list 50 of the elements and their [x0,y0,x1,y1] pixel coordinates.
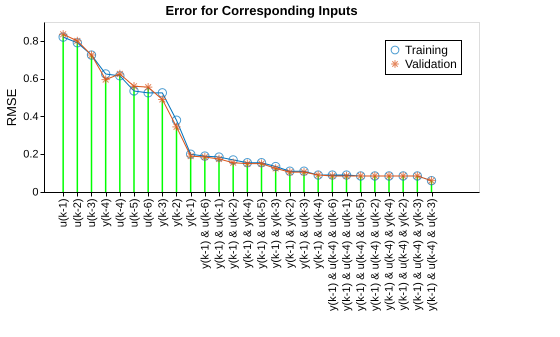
point [228,158,238,168]
x-tick-label: y(k-2) [171,198,183,227]
y-tick-label: 0.4 [23,110,38,123]
x-tick-label: y(k-1) & u(k-4) & u(k-2) [369,198,382,311]
point [172,116,182,125]
point [129,86,139,96]
point [129,82,139,91]
point [158,88,168,98]
x-tick-label: u(k-2) [72,198,84,228]
x-tick-label: y(k-1) [185,198,198,227]
x-tick-label: y(k-1) & u(k-4) & u(k-6) [326,198,339,311]
legend-label: Validation [405,57,457,71]
x-tick-label: y(k-1) & u(k-4) & u(k-3) [426,198,438,311]
point [143,88,153,98]
x-tick-label: y(k-1) & u(k-4) & y(k-2) [398,198,410,310]
x-tick-label: u(k-1) [58,198,70,228]
x-tick-label: y(k-1) & u(k-4) & u(k-1) [341,198,353,311]
x-tick-label: y(k-1) & u(k-4) & y(k-3) [412,198,424,310]
y-tick-label: 0.6 [23,73,38,86]
point [143,82,153,92]
x-tick-label: y(k-1) & u(k-4) [312,198,325,269]
y-tick-label: 0.8 [23,35,38,48]
x-tick-label: u(k-6) [142,198,155,228]
x-tick-label: y(k-1) & y(k-3) [270,198,282,268]
y-tick-label: 0.2 [23,148,38,161]
x-tick-label: y(k-4) [100,198,112,227]
x-tick-label: y(k-1) & y(k-2) [284,198,296,268]
y-axis-title: RMSE [4,88,20,126]
chart-title: Error for Corresponding Inputs [165,3,358,18]
x-tick-label: y(k-1) & u(k-1) [214,198,226,269]
x-tick-label: u(k-3) [86,198,98,228]
point [100,69,110,79]
point [58,30,68,39]
x-tick-label: y(k-1) & u(k-5) [256,198,268,269]
y-tick-label: 0 [32,186,38,198]
x-tick-label: u(k-4) [114,198,126,228]
point [100,74,110,84]
point [58,32,68,42]
x-tick-label: y(k-1) & u(k-3) [298,198,310,269]
point [172,122,182,132]
x-tick-label: y(k-1) & y(k-4) [242,198,254,268]
x-tick-label: y(k-1) & u(k-6) [199,198,212,269]
legend-label: Training [405,43,448,57]
x-tick-label: y(k-1) & u(k-4) & y(k-4) [384,198,396,310]
x-tick-label: u(k-5) [128,198,140,228]
x-tick-label: y(k-1) & u(k-4) & u(k-5) [355,198,368,311]
x-tick-label: y(k-1) & u(k-2) [228,198,240,269]
point [228,155,238,165]
x-tick-label: y(k-3) [156,198,169,227]
point [158,94,168,104]
